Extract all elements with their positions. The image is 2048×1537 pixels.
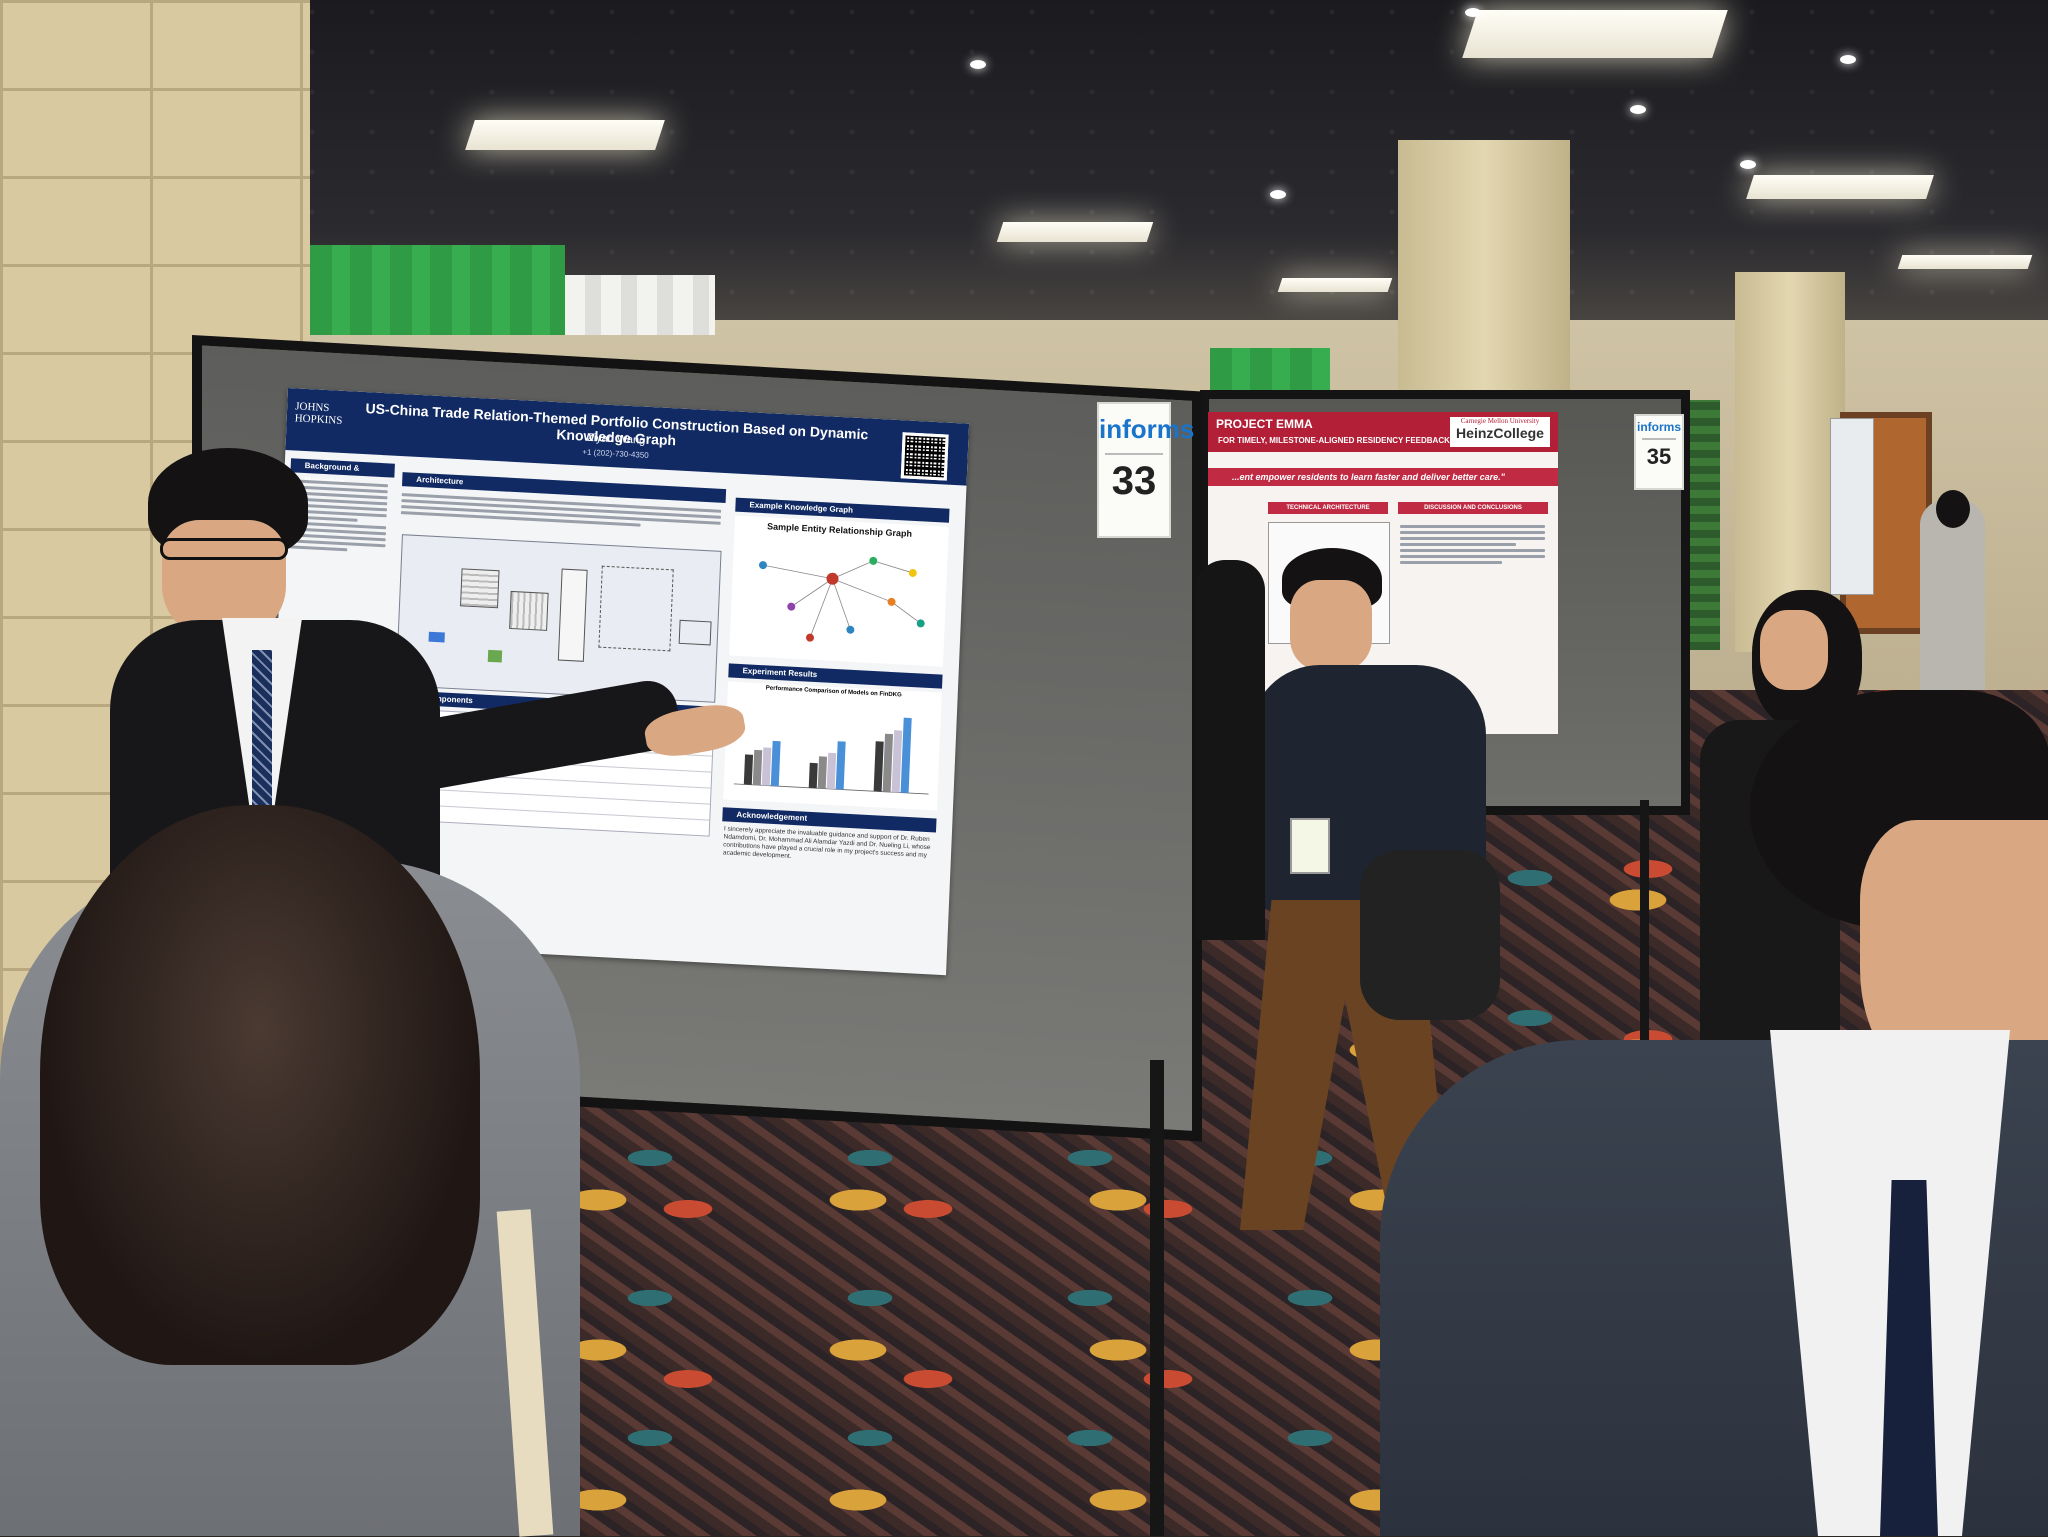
diagram-block	[557, 568, 588, 662]
board-leg	[1640, 800, 1649, 1100]
pillar	[1398, 140, 1570, 400]
downlight	[970, 60, 986, 69]
poster-title: PROJECT EMMA	[1216, 417, 1313, 431]
diagram-block	[598, 565, 674, 652]
glasses-icon	[160, 538, 288, 560]
bar	[743, 754, 754, 785]
poster-number: 33	[1105, 453, 1163, 504]
poster-number-card: informs 35	[1634, 414, 1684, 490]
white-drape	[565, 275, 715, 335]
qr-code[interactable]	[900, 432, 949, 481]
bar	[761, 747, 772, 786]
bar-chart-figure: Performance Comparison of Models on FinD…	[723, 681, 942, 811]
section-header-background: Background & Motivation	[290, 458, 395, 486]
section-header: TECHNICAL ARCHITECTURE	[1268, 502, 1388, 514]
pillar	[1735, 272, 1845, 652]
downlight	[1840, 55, 1856, 64]
bar	[891, 730, 903, 793]
college-name: HeinzCollege	[1456, 425, 1544, 441]
board-leg	[1150, 1060, 1164, 1536]
diagram-grid	[460, 568, 500, 609]
ceiling-light-panel	[1897, 255, 2033, 269]
graph-node	[916, 619, 925, 628]
attendee-silhouette	[1195, 560, 1265, 940]
ceiling-light-panel	[1746, 175, 1934, 199]
ceiling-light-panel	[465, 120, 665, 150]
graph-node	[787, 602, 796, 611]
knowledge-graph-figure: Sample Entity Relationship Graph	[729, 515, 949, 667]
attendee-face	[1760, 610, 1828, 690]
name-badge	[1290, 818, 1330, 874]
poster-number-card: informs 33	[1097, 402, 1195, 538]
downlight	[1465, 8, 1481, 17]
diagram-block	[428, 631, 445, 643]
sign-stand	[1830, 418, 1874, 595]
bar	[752, 749, 763, 786]
ceiling-light-panel	[996, 222, 1154, 242]
acknowledgement-text: I sincerely appreciate the invaluable gu…	[722, 825, 931, 860]
graph-node	[887, 597, 896, 606]
green-drape	[310, 245, 565, 335]
informs-logo: informs	[1099, 414, 1195, 444]
diagram-grid	[509, 590, 549, 631]
bar	[900, 717, 912, 794]
poster-knowledge-graph: JOHNS HOPKINS US-China Trade Relation-Th…	[264, 388, 970, 976]
graph-node	[869, 556, 878, 565]
graph-node	[846, 625, 855, 634]
bar	[873, 741, 884, 792]
bar	[835, 741, 846, 790]
diagram-block	[487, 649, 503, 663]
section-header: DISCUSSION AND CONCLUSIONS	[1398, 502, 1548, 514]
downlight	[1270, 190, 1286, 199]
university-name: Carnegie Mellon University	[1460, 417, 1540, 425]
attendee-face	[1290, 580, 1372, 670]
architecture-diagram	[395, 534, 722, 703]
poster-number: 35	[1642, 438, 1676, 470]
bar	[770, 740, 781, 787]
graph-node	[759, 561, 767, 570]
bar	[882, 733, 894, 793]
graph-node	[826, 572, 839, 585]
bar	[808, 762, 818, 789]
downlight	[1740, 160, 1756, 169]
diagram-block	[678, 619, 712, 646]
presenter-tie	[252, 650, 272, 810]
text-block	[1400, 522, 1545, 722]
graph-node	[908, 568, 917, 577]
graph-node	[806, 633, 815, 642]
ceiling-light-panel	[1277, 278, 1393, 292]
attendee-hair	[1936, 490, 1970, 528]
institution-name: JOHNS HOPKINS	[294, 400, 343, 427]
entity-graph	[759, 556, 925, 642]
bar	[817, 756, 828, 789]
jhu-logo: JOHNS HOPKINS	[294, 400, 361, 427]
green-drape	[1210, 348, 1330, 393]
informs-logo: informs	[1636, 420, 1681, 434]
poster-quote: ...ent empower residents to learn faster…	[1208, 468, 1558, 486]
cmu-logo: Carnegie Mellon University HeinzCollege	[1450, 417, 1550, 447]
woman-hair	[40, 805, 480, 1365]
ceiling-light-panel	[1462, 10, 1728, 58]
held-jacket	[1360, 850, 1500, 1020]
downlight	[1630, 105, 1646, 114]
bar-chart	[733, 717, 929, 795]
attendee-silhouette	[1920, 500, 1985, 690]
bar	[826, 752, 837, 790]
poster-subtitle: FOR TIMELY, MILESTONE-ALIGNED RESIDENCY …	[1218, 436, 1450, 445]
